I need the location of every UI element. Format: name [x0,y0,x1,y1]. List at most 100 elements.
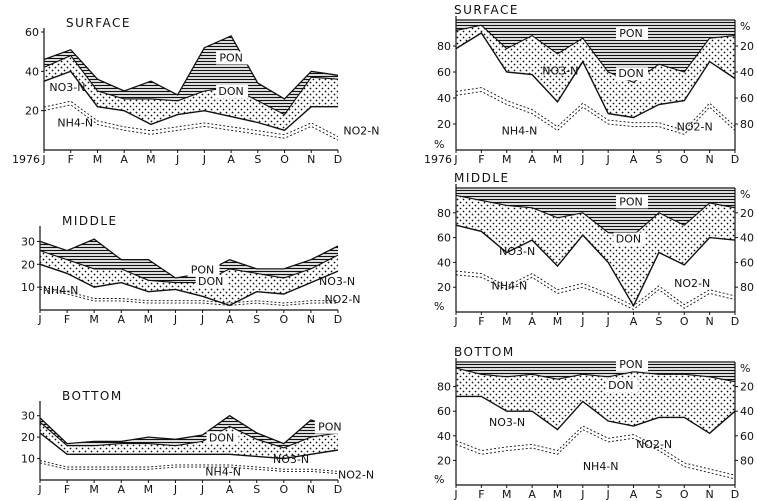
y2-tick-label: 40 [740,66,754,79]
x-tick-label: J [606,488,610,501]
no3-line [39,432,339,460]
x-tick-label: M [89,313,99,326]
y-tick-label: 30 [21,235,35,248]
pon-band [40,239,338,283]
x-tick-label: D [334,313,342,326]
x-tick-label: M [553,153,563,166]
nh4-line-upper [455,87,736,132]
x-tick-label: M [144,483,154,496]
pct-surface-panel: J F M A M J J A S O N D 20 40 60 80 80 60 40 20%% 1976 SURFAC… [424,3,754,166]
don-band [456,25,735,118]
y2-tick-label: 60 [740,92,754,105]
series-label-no3-n: NO3-N [542,65,578,78]
pct-bottom-panel: J F M A M J J A S O N D 20 40 60 80 80 60 40 20%% BOTTOM PON D… [434,345,754,501]
x-tick-label: S [253,313,260,326]
x-tick-label: J [37,483,41,496]
x-tick-label: S [655,488,662,501]
x-tick-label: O [680,315,689,328]
x-tick-label: O [680,488,689,501]
x-tick-label: M [502,488,512,501]
pon-band [456,362,735,382]
pon-line [39,414,339,445]
x-tick-label: M [502,153,512,166]
series-label-no3-n: NO3-N [49,81,85,94]
y-tick-label: 20 [437,454,451,467]
series-label-pon: PON [318,421,342,434]
y2-tick-label: 20 [740,207,754,220]
percent-unit-right: % [740,20,750,33]
x-tick-label: J [175,153,179,166]
x-tick-label: M [502,315,512,328]
year-label: 1976 [12,153,40,166]
series-label-nh4-n: NH4-N [492,280,528,293]
x-tick-label: A [227,153,235,166]
series-label-nh4-n: NH4-N [583,460,619,473]
abs-bottom-panel: J F M A M J J A S O N D 10 20 30 BOTTOM PON DON NO3-N NH4-N… [21,389,374,496]
x-tick-label: J [41,153,45,166]
x-tick-label: F [478,315,484,328]
x-tick-label: O [279,483,288,496]
x-tick-label: N [706,488,714,501]
series-label-no3-n: NO3-N [489,416,525,429]
series-label-don: DON [618,67,643,80]
x-tick-label: M [93,153,103,166]
x-tick-label: N [307,153,315,166]
panel-title: SURFACE [454,3,519,17]
x-tick-label: S [655,315,662,328]
label-backdrop [206,431,239,445]
x-tick-label: D [334,483,342,496]
x-tick-label: M [553,488,563,501]
panel-title: MIDDLE [62,214,118,228]
x-tick-label: A [630,488,638,501]
x-tick-label: A [120,153,128,166]
x-tick-label: F [64,483,70,496]
y2-tick-label: 20 [740,381,754,394]
don-line [455,367,736,383]
y2-tick-label: 20 [740,40,754,53]
y-tick-label: 60 [437,66,451,79]
nh4-line [455,274,736,311]
percent-unit-right: % [740,188,750,201]
percent-unit-left: % [434,138,444,151]
y-tick-label: 30 [21,410,35,423]
y-tick-label: 40 [25,65,39,78]
y-tick-label: 80 [437,381,451,394]
series-label-don: DON [616,233,641,246]
series-label-don: DON [608,379,633,392]
y-tick-label: 80 [437,207,451,220]
x-tick-label: J [453,315,457,328]
x-tick-label: S [254,153,261,166]
series-label-pon: PON [619,195,643,208]
pon-band [40,415,338,448]
nh4-line [39,288,338,306]
x-tick-label: F [68,153,74,166]
x-tick-label: M [553,315,563,328]
series-label-pon: PON [191,263,215,276]
series-label-pon: PON [619,358,643,371]
don-line [455,24,736,84]
y-tick-label: 40 [437,92,451,105]
don-line [39,421,339,449]
x-tick-label: A [118,483,126,496]
label-backdrop [605,379,638,393]
no3-line [456,395,736,435]
pon-band [456,188,735,236]
x-tick-label: A [630,153,638,166]
label-backdrop [314,420,347,434]
x-tick-label: A [528,488,536,501]
x-tick-label: J [37,313,41,326]
panel-title: BOTTOM [62,389,123,403]
nh4-line [39,462,339,475]
series-label-no2-n: NO2-N [338,468,374,481]
nh4-line [455,91,736,135]
series-label-no2-n: NO2-N [324,293,360,306]
series-label-no3-n: NO3-N [319,275,355,288]
nh4-line-upper [39,286,338,304]
y2-tick-label: 60 [740,256,754,269]
label-backdrop [616,195,649,209]
y2-tick-label: 80 [740,454,754,467]
x-tick-label: A [118,313,126,326]
label-backdrop [613,232,646,246]
y2-tick-label: 60 [740,430,754,443]
